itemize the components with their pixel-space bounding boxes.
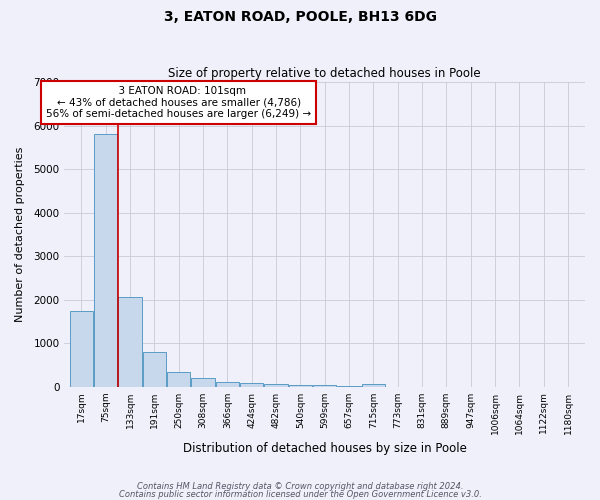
X-axis label: Distribution of detached houses by size in Poole: Distribution of detached houses by size … [183, 442, 467, 455]
Text: Contains public sector information licensed under the Open Government Licence v3: Contains public sector information licen… [119, 490, 481, 499]
Bar [240, 383, 263, 386]
Text: 3 EATON ROAD: 101sqm
← 43% of detached houses are smaller (4,786)
56% of semi-de: 3 EATON ROAD: 101sqm ← 43% of detached h… [46, 86, 311, 119]
Y-axis label: Number of detached properties: Number of detached properties [15, 146, 25, 322]
Bar [167, 372, 190, 386]
Bar [191, 378, 215, 386]
Bar [289, 385, 312, 386]
Bar [118, 298, 142, 386]
Text: Contains HM Land Registry data © Crown copyright and database right 2024.: Contains HM Land Registry data © Crown c… [137, 482, 463, 491]
Bar [70, 310, 93, 386]
Bar [143, 352, 166, 386]
Bar [265, 384, 287, 386]
Text: 3, EATON ROAD, POOLE, BH13 6DG: 3, EATON ROAD, POOLE, BH13 6DG [163, 10, 437, 24]
Bar [362, 384, 385, 386]
Bar [216, 382, 239, 386]
Bar [94, 134, 117, 386]
Title: Size of property relative to detached houses in Poole: Size of property relative to detached ho… [169, 66, 481, 80]
